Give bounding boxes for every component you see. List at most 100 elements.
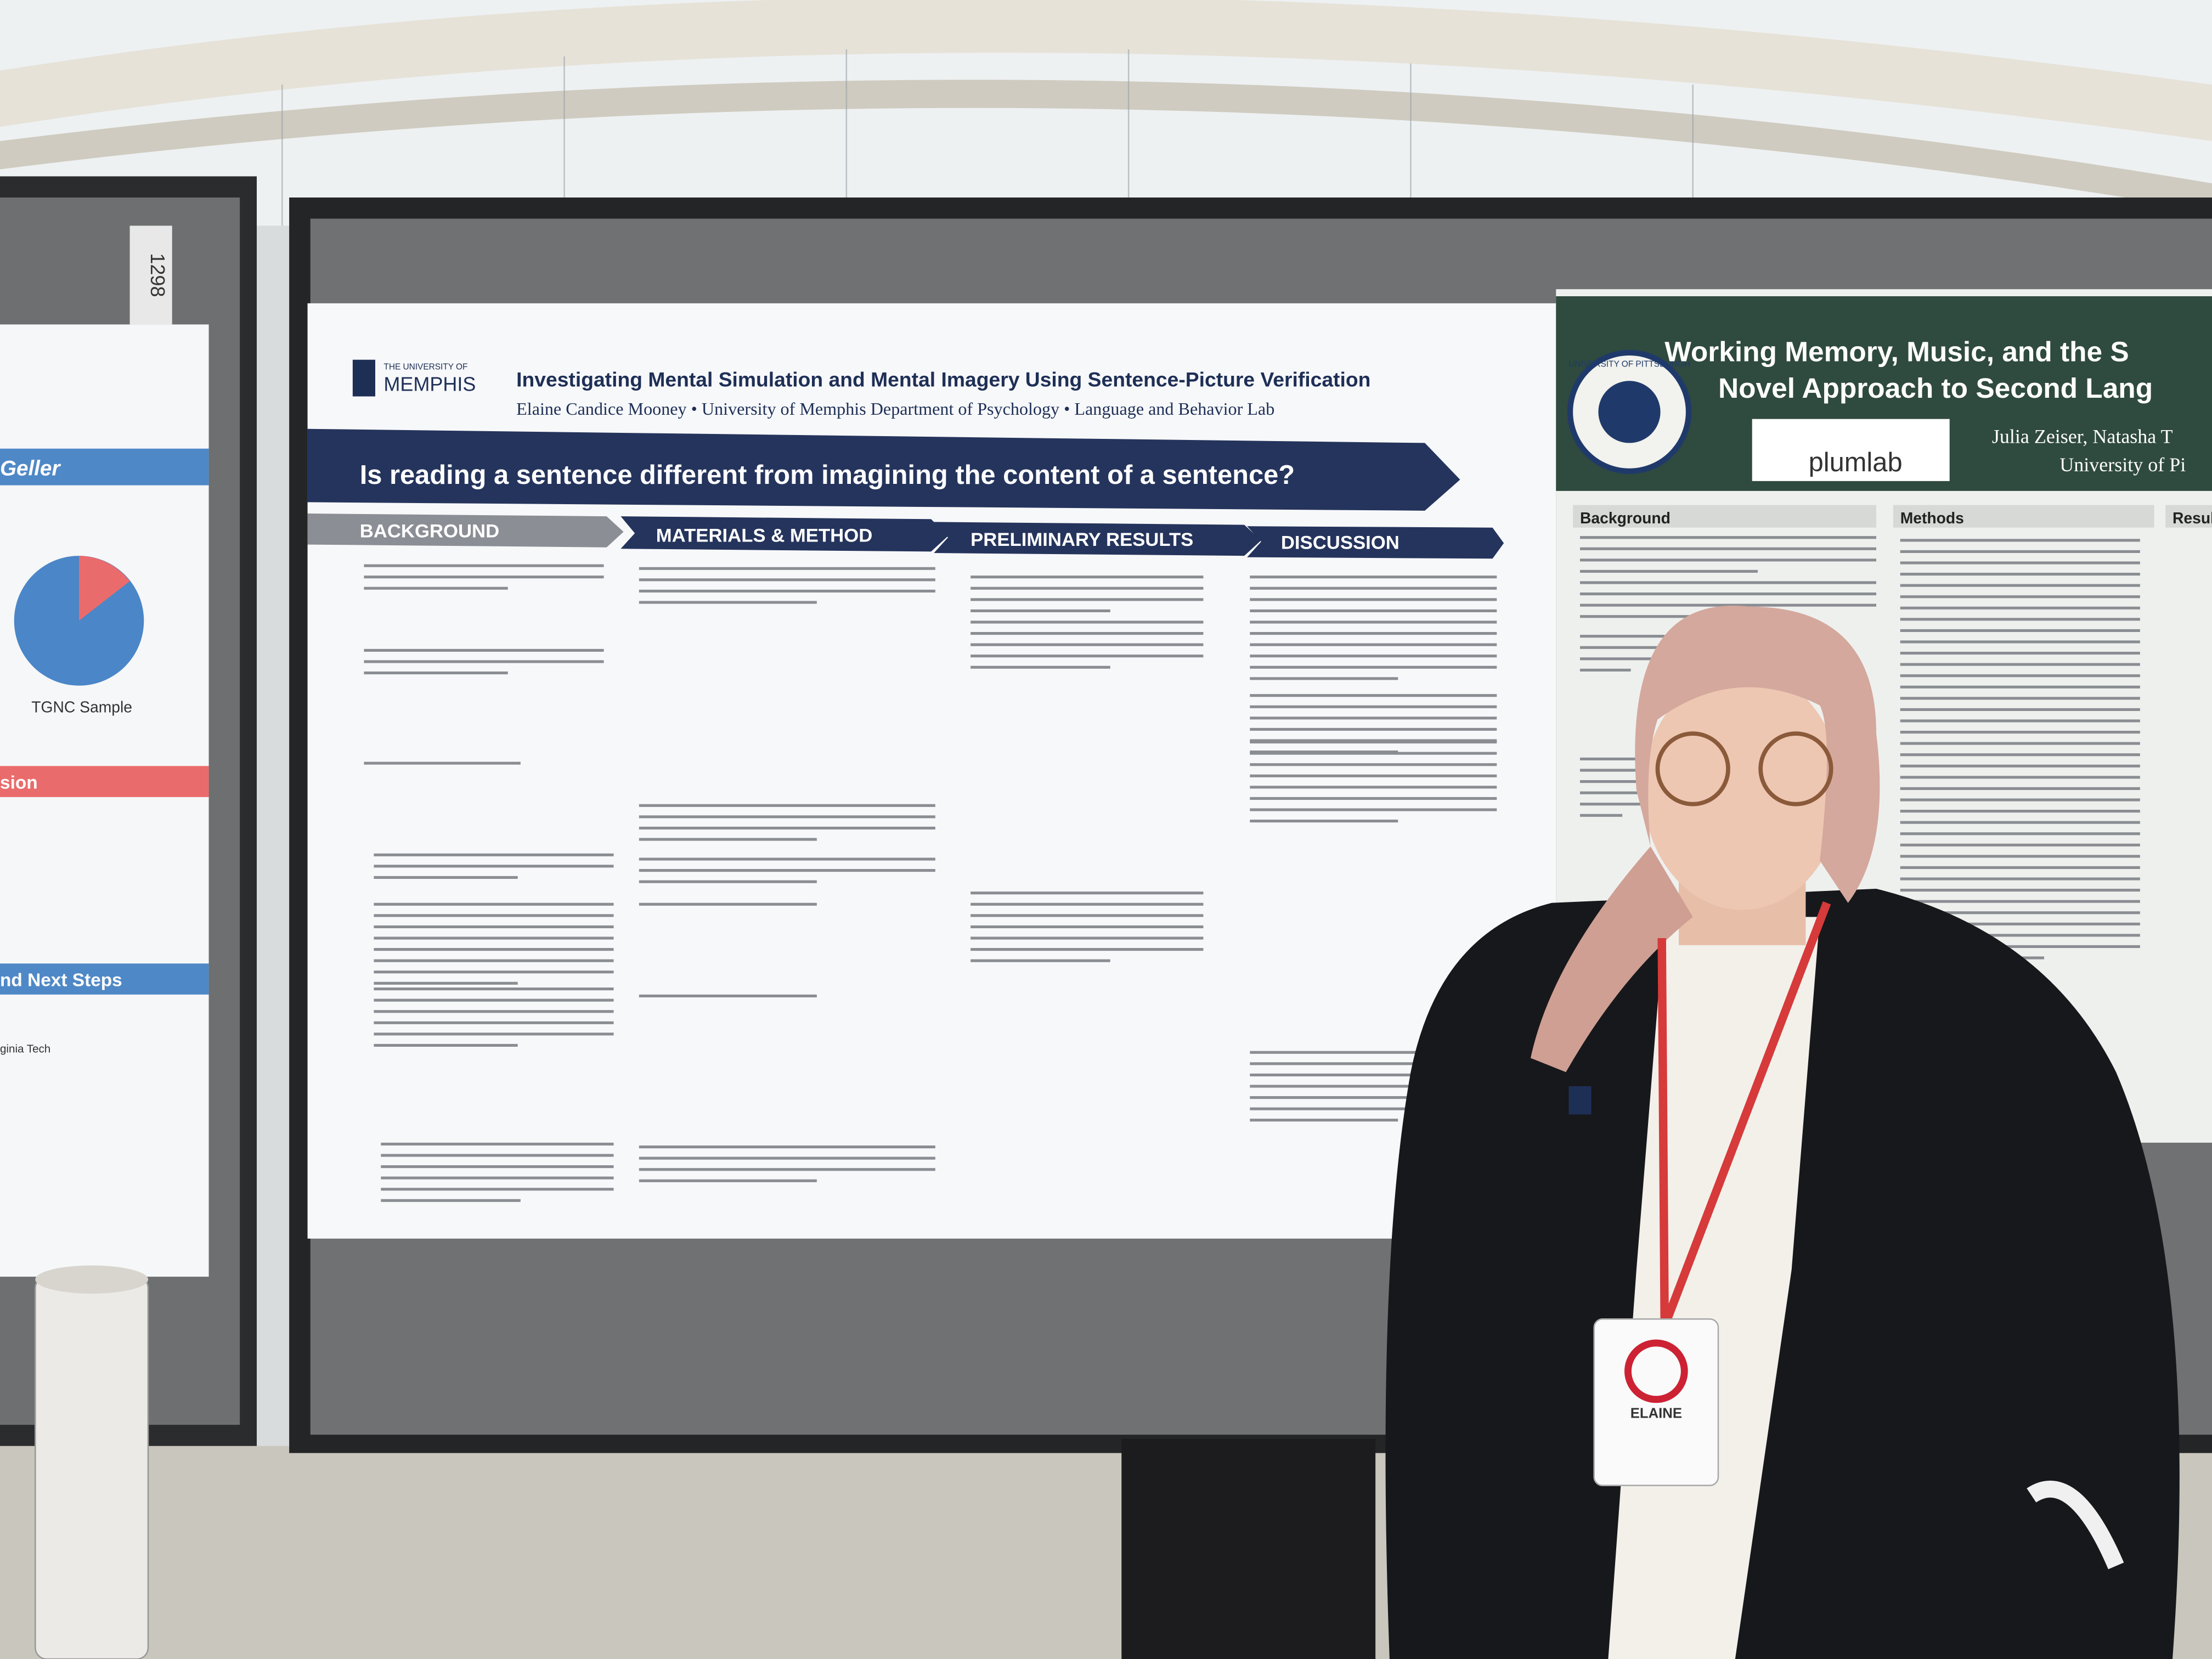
text-line: [1900, 810, 2140, 813]
text-line: [1580, 581, 1876, 584]
text-line: [1250, 677, 1398, 680]
text-line: [970, 936, 1204, 940]
text-line: [1900, 889, 2140, 892]
scene-shape: [129, 225, 172, 325]
text-line: [1900, 708, 2140, 711]
text-line: [1580, 769, 1651, 772]
section-header: MATERIALS & METHOD: [656, 525, 873, 546]
text-line: [1900, 573, 2140, 576]
scene-shape: [1758, 731, 1833, 806]
text-line: [374, 988, 614, 991]
poster-body: [1580, 536, 2140, 960]
text-line: [364, 575, 604, 579]
text-line: [1900, 877, 2140, 881]
text-line: [1250, 1096, 1497, 1099]
text-line: [970, 643, 1204, 646]
text-line: [364, 586, 508, 590]
text-line: [1580, 635, 1665, 638]
text-line: [1250, 808, 1497, 811]
text-line: [970, 632, 1204, 635]
text-line: [374, 1021, 614, 1024]
text-line: [639, 838, 817, 841]
text-line: [1250, 632, 1497, 635]
scene-shape: [1247, 526, 1504, 559]
text-line: [639, 880, 817, 883]
scene-shape: [0, 80, 2212, 212]
text-line: [1250, 1107, 1497, 1110]
text-line: [1250, 654, 1497, 658]
text-line: [1900, 922, 2140, 926]
text-line: [639, 815, 935, 819]
text-line: [1250, 1051, 1497, 1054]
scene-shape: [35, 1265, 149, 1294]
text-line: [1250, 598, 1497, 601]
text-line: [1250, 786, 1497, 789]
text-line: [1250, 694, 1497, 697]
poster-title: Investigating Mental Simulation and Ment…: [516, 368, 1370, 391]
scene-shape: [1655, 731, 1730, 806]
text-line: [1250, 1073, 1497, 1076]
text-line: [1580, 757, 1651, 760]
text-line: [970, 891, 1204, 895]
text-line: [1580, 615, 1758, 618]
poster-body: [364, 564, 1497, 1202]
scene-shape: [2165, 505, 2212, 528]
section-header: Methods: [1900, 509, 1964, 527]
text-line: [639, 601, 817, 604]
text-line: [1580, 814, 1623, 817]
text-line: [1900, 561, 2140, 565]
text-line: [381, 1154, 614, 1157]
text-line: [374, 853, 614, 856]
text-line: [1900, 753, 2140, 757]
text-line: [374, 925, 614, 928]
scene-shape: [2027, 1480, 2124, 1570]
text-line: [639, 1179, 817, 1182]
text-line: [1580, 803, 1651, 806]
text-line: [970, 598, 1204, 601]
text-line: [1580, 603, 1876, 607]
text-line: [381, 1142, 614, 1146]
badge-name: ELAINE: [1630, 1406, 1682, 1421]
section-header: Background: [1580, 509, 1671, 527]
text-line: [1250, 586, 1497, 590]
text-line: [1580, 657, 1665, 661]
text-line: [1900, 787, 2140, 790]
text-line: [374, 1010, 614, 1013]
text-line: [1250, 1062, 1497, 1065]
text-line: [1900, 606, 2140, 610]
text-line: [1250, 1119, 1398, 1122]
scene-shape: [1624, 1339, 1688, 1403]
text-line: [1580, 646, 1665, 649]
text-line: [639, 1168, 935, 1171]
text-line: [1580, 547, 1876, 550]
text-line: [970, 609, 1110, 612]
poster-affiliation: University of Pi: [2059, 454, 2186, 476]
text-line: [364, 648, 604, 652]
text-line: [1250, 705, 1497, 708]
text-line: [1580, 536, 1876, 539]
scene-shape: [0, 448, 209, 486]
text-line: [970, 959, 1110, 962]
text-line: [1580, 592, 1876, 596]
text-line: [1580, 668, 1631, 672]
text-line: [1900, 934, 2140, 937]
text-line: [1900, 798, 2140, 802]
text-line: [374, 1032, 614, 1036]
text-line: [1250, 1085, 1497, 1088]
text-line: [1250, 752, 1497, 755]
scene-shape: [620, 516, 948, 552]
section-header: BACKGROUND: [360, 521, 499, 542]
text-line: [1900, 776, 2140, 779]
text-line: [1250, 643, 1497, 646]
scene-shape: [1573, 505, 1876, 528]
text-line: [639, 994, 817, 997]
text-line: [1900, 731, 2140, 734]
scene-shape: [1598, 381, 1661, 443]
text-line: [1900, 629, 2140, 632]
text-line: [1900, 550, 2140, 553]
section-header: Resul: [2172, 509, 2212, 527]
text-line: [639, 804, 935, 807]
text-line: [1900, 742, 2140, 745]
text-line: [374, 948, 614, 951]
scene-shape: [307, 514, 624, 548]
